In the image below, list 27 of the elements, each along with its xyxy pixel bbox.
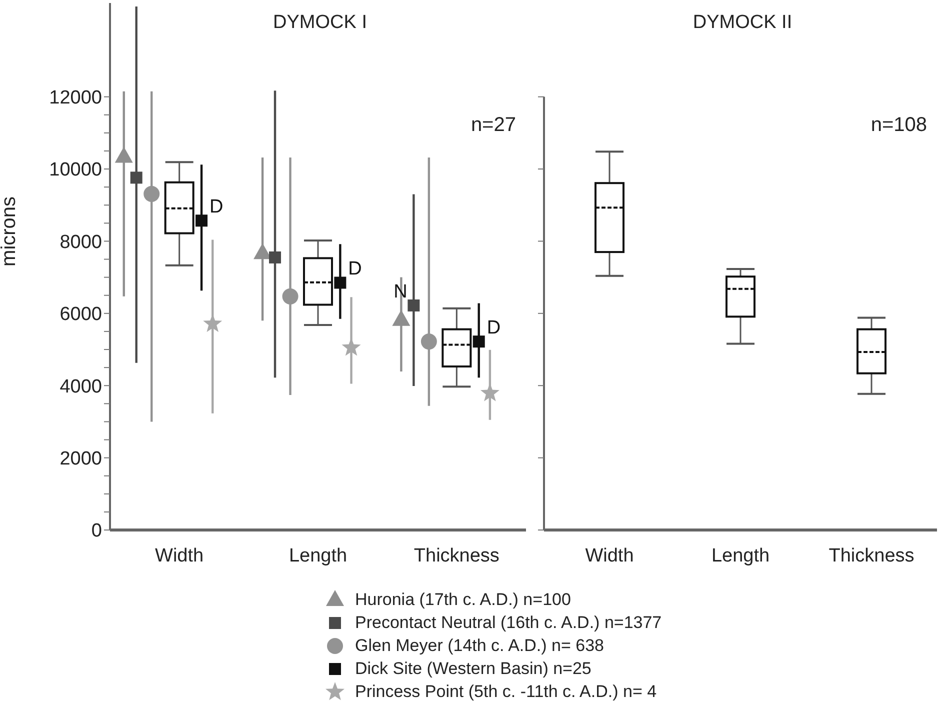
text: DYMOCK I: [272, 12, 368, 34]
x-tick-label: Thickness: [414, 545, 500, 566]
x-tick-label: Length: [288, 545, 348, 566]
data-label: N: [394, 281, 408, 302]
legend-label: Princess Point (5th c. -11th c. A.D.) n= 4: [355, 682, 657, 702]
y-tick-label: 0: [91, 520, 102, 542]
y-tick-label: 10000: [49, 160, 102, 181]
legend-label: Huronia (17th c. A.D.) n=100: [355, 590, 571, 610]
chart-title: DYMOCK II: [692, 12, 794, 34]
legend-label: Precontact Neutral (16th c. A.D.) n=1377: [355, 612, 662, 632]
x-tick-label: Width: [585, 545, 634, 566]
x-tick-label: Thickness: [828, 545, 914, 566]
y-tick-label: 2000: [60, 448, 102, 470]
annotation: n=27: [470, 114, 516, 137]
legend-label: Dick Site (Western Basin) n=25: [355, 658, 592, 678]
annotation: n=108: [870, 114, 927, 137]
data-label: D: [486, 318, 501, 339]
y-tick-label: 8000: [60, 232, 102, 253]
x-tick-label: Length: [711, 545, 770, 566]
y-tick-label: 6000: [60, 304, 102, 326]
data-label: D: [210, 196, 224, 218]
x-tick-label: Width: [155, 545, 204, 566]
y-tick-label: 12000: [49, 88, 102, 109]
data-label: D: [348, 258, 362, 280]
legend-label: Glen Meyer (14th c. A.D.) n= 638: [355, 636, 604, 656]
y-axis-title: microns: [0, 196, 20, 266]
y-tick-label: 4000: [60, 376, 102, 398]
